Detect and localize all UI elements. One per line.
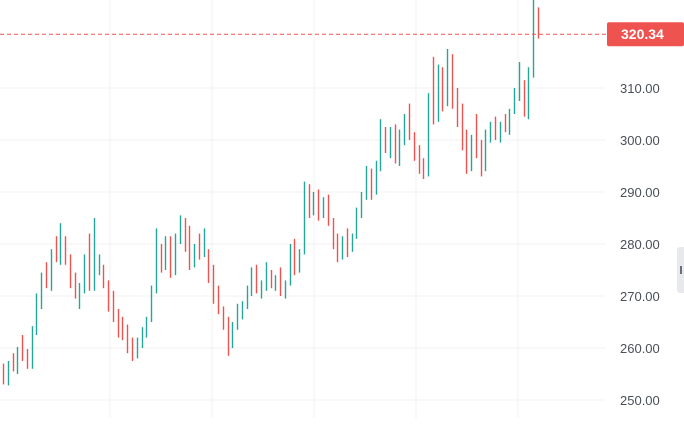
y-tick-label: 260.00 (620, 341, 660, 356)
last-price-badge (607, 22, 684, 47)
price-axis[interactable]: 250.00 260.00 270.00 280.00 290.00 300.00 310.… (620, 81, 660, 408)
y-tick-label: 310.00 (620, 81, 660, 96)
price-bars (2, 0, 540, 386)
y-tick-label: 280.00 (620, 237, 660, 252)
y-tick-label: 290.00 (620, 185, 660, 200)
last-price-line: 320.34 (0, 22, 684, 47)
y-tick-label: 250.00 (620, 393, 660, 408)
price-scale-drag-handle[interactable] (677, 247, 684, 293)
last-price-label: 320.34 (621, 26, 664, 42)
y-tick-label: 270.00 (620, 289, 660, 304)
grid (0, 0, 606, 418)
y-tick-label: 300.00 (620, 133, 660, 148)
